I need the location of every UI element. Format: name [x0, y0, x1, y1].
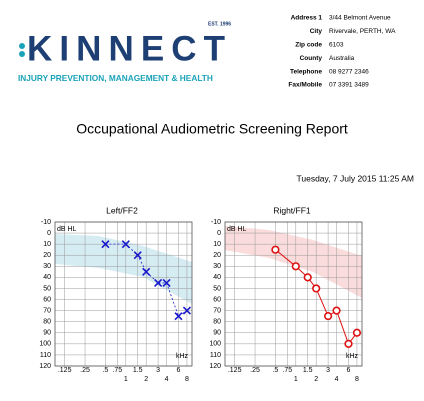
data-point [324, 312, 333, 321]
x-tick-label: .75 [282, 367, 292, 374]
y-tick-label: 100 [209, 341, 221, 348]
x-axis-label: kHz [176, 353, 189, 360]
data-point [133, 251, 142, 260]
y-tick-label: 70 [213, 307, 221, 314]
x-tick-label: .125 [58, 367, 72, 374]
y-tick-label: 120 [209, 363, 221, 370]
y-axis-label: dB HL [227, 226, 247, 233]
y-tick-label: 40 [213, 274, 221, 281]
y-axis-label: dB HL [57, 226, 77, 233]
x-tick-label: 2 [144, 376, 148, 383]
established: EST. 1996 [208, 21, 231, 27]
y-tick-label: 0 [47, 230, 51, 237]
x-tick-label: .25 [80, 367, 90, 374]
y-tick-label: 0 [217, 230, 221, 237]
logo: KINNECT [27, 29, 225, 68]
y-tick-label: 20 [43, 252, 51, 259]
data-point [101, 240, 110, 249]
x-tick-label: 2 [314, 376, 318, 383]
x-tick-label: 4 [335, 376, 339, 383]
chart-title: Left/FF2 [106, 205, 138, 215]
x-tick-label: 1.5 [133, 367, 143, 374]
data-point [154, 278, 163, 287]
plot-frame [224, 221, 363, 367]
y-tick-label: 20 [213, 252, 221, 259]
y-tick-label: 10 [43, 241, 51, 248]
y-tick-label: 50 [43, 285, 51, 292]
field-value: 6103 [329, 42, 344, 49]
x-tick-label: .5 [272, 367, 278, 374]
x-tick-label: .5 [102, 367, 108, 374]
report-title: Occupational Audiometric Screening Repor… [76, 121, 348, 137]
x-axis-label: kHz [346, 353, 359, 360]
logo-dot [19, 43, 25, 49]
series-line [105, 243, 188, 317]
x-tick-label: 8 [355, 376, 359, 383]
y-tick-label: 110 [40, 352, 51, 359]
x-tick-label: 1.5 [303, 367, 313, 374]
data-point [162, 278, 171, 287]
tagline: INJURY PREVENTION, MANAGEMENT & HEALTH [18, 73, 213, 83]
data-point [121, 240, 130, 249]
field-value: 3/44 Belmont Avenue [329, 15, 391, 22]
reference-band [225, 226, 362, 298]
x-tick-label: 1 [294, 376, 298, 383]
y-tick-label: 10 [213, 241, 221, 248]
field-label: City [310, 28, 323, 35]
x-tick-label: .125 [228, 367, 242, 374]
x-tick-label: 4 [165, 376, 169, 383]
data-point [174, 312, 183, 321]
field-label: Address 1 [291, 15, 323, 22]
y-tick-label: 110 [210, 352, 221, 359]
logo-dot [19, 51, 25, 57]
y-tick-label: 80 [213, 319, 221, 326]
y-tick-label: 70 [43, 307, 51, 314]
reference-band [55, 234, 192, 304]
plot-frame [54, 221, 193, 367]
y-tick-label: 120 [39, 363, 51, 370]
field-value: Rivervale, PERTH, WA [329, 28, 396, 35]
x-tick-label: 6 [177, 367, 181, 374]
data-point [303, 273, 312, 282]
data-point [312, 284, 321, 293]
y-tick-label: 60 [43, 296, 51, 303]
x-tick-label: 8 [185, 376, 189, 383]
data-point [332, 306, 341, 315]
x-tick-label: .75 [112, 367, 122, 374]
data-point [352, 328, 362, 337]
y-tick-label: 50 [213, 285, 221, 292]
x-tick-label: 6 [347, 367, 351, 374]
x-tick-label: 1 [124, 376, 128, 383]
data-point [271, 245, 280, 254]
y-tick-label: 40 [43, 274, 51, 281]
chart-title: Right/FF1 [273, 205, 311, 215]
data-point [142, 267, 151, 276]
field-label: Zip code [295, 42, 322, 49]
field-value: 07 3391 3489 [329, 82, 369, 89]
y-tick-label: 100 [39, 341, 51, 348]
y-tick-label: 90 [43, 330, 51, 337]
y-tick-label: 80 [43, 319, 51, 326]
x-tick-label: 3 [326, 367, 330, 374]
field-label: Telephone [290, 68, 322, 75]
y-tick-label: 90 [213, 330, 221, 337]
y-tick-label: 30 [43, 263, 51, 270]
field-value: Australia [329, 55, 355, 62]
x-tick-label: 3 [156, 367, 160, 374]
y-tick-label: 60 [213, 296, 221, 303]
field-label: County [300, 55, 323, 62]
data-point [182, 306, 192, 315]
x-tick-label: .25 [250, 367, 260, 374]
y-tick-label: -10 [211, 219, 221, 226]
field-label: Fax/Mobile [288, 82, 322, 89]
field-value: 08 9277 2346 [329, 68, 369, 75]
data-point [344, 339, 353, 348]
y-tick-label: -10 [41, 219, 51, 226]
y-tick-label: 30 [213, 263, 221, 270]
data-point [291, 262, 300, 271]
report-date: Tuesday, 7 July 2015 11:25 AM [297, 173, 415, 183]
